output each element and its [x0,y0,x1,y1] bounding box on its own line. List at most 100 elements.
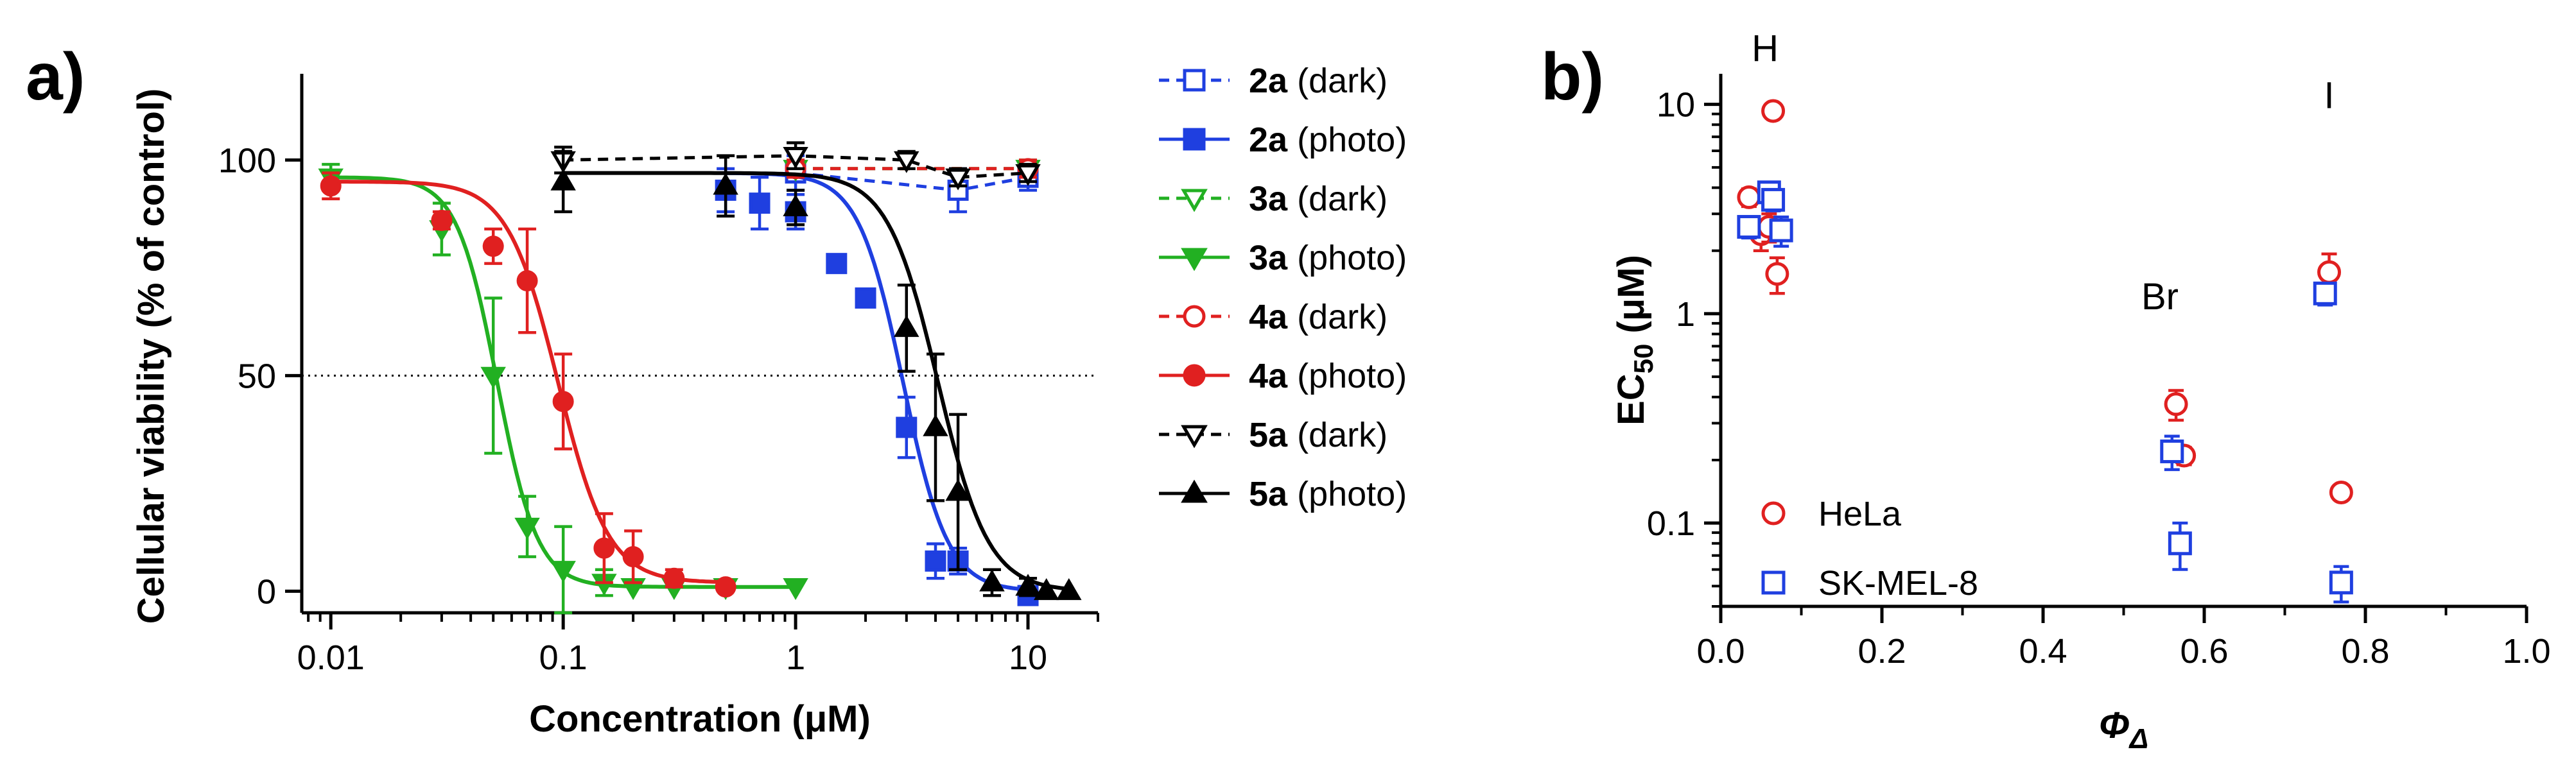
panel-a-legend-condition: (dark) [1287,62,1388,100]
panel-b-data-point [2329,570,2353,595]
panel-a-legend-condition: (dark) [1287,298,1388,336]
panel-a-legend-marker [1183,305,1206,328]
panel-a-data-point [550,168,576,191]
panel-a-legend-condition: (photo) [1287,475,1407,513]
panel-a-data-point [482,235,504,257]
panel-a-legend-compound: 2a [1249,121,1288,159]
panel-a-data-point [979,569,1005,592]
panel-b-data-point [1761,187,1786,212]
panel-a-data-point [622,546,644,568]
panel-b-data-point [1769,218,1793,243]
panel-a-data-point [1056,578,1082,601]
panel-a-x-tick-label: 0.1 [539,638,587,677]
panel-a-legend-compound: 5a [1249,416,1288,454]
panel-a-x-tick-label: 10 [1009,638,1047,677]
panel-a-series-4a-photo [320,171,736,598]
panel-b-plot-area: 0.0 0.2 0.4 0.6 0.8 1.0 0.1 1 10 H Br I [1647,28,2551,671]
panel-b-y-tick-label: 1 [1676,295,1695,334]
panel-a-series-5a-photo [550,150,1082,601]
panel-a-legend-label: 5a (photo) [1249,475,1407,513]
panel-a-fit-curve [563,171,1070,591]
panel-a-data-point [783,194,808,217]
panel-a-legend-condition: (photo) [1287,357,1407,395]
panel-b-legend-marker [1761,501,1786,526]
panel-b-x-tick-label: 0.4 [2019,632,2067,671]
panel-a-data-point [663,567,685,589]
panel-a: a) Cellular viability (% of control) Con… [26,40,1407,740]
panel-a-legend-entry: 3a (dark) [1159,180,1388,218]
panel-b-x-tick-label: 0.6 [2180,632,2228,671]
panel-b-data-point [1737,215,1761,239]
panel-a-data-point [894,315,919,338]
panel-a-data-point [1015,574,1041,596]
panel-b-x-axis-title: ΦΔ [2099,705,2148,755]
panel-a-legend-compound: 3a [1249,180,1288,218]
panel-b-data-point [1761,99,1786,123]
panel-a-legend-condition: (photo) [1287,239,1407,277]
panel-a-legend-compound: 3a [1249,239,1288,277]
panel-a-data-point [945,479,971,501]
panel-b-data-point [2168,531,2192,556]
panel-a-legend-label: 3a (photo) [1249,239,1407,277]
panel-a-data-point [431,209,453,231]
panel-b-legend-entry: HeLa [1761,495,1902,533]
panel-a-legend-entry: 5a (photo) [1159,475,1407,513]
panel-a-data-point [855,287,876,309]
panel-a-legend-condition: (photo) [1287,121,1407,159]
panel-b: b) EC50 (μM) ΦΔ 0.0 0.2 0.4 0.6 0.8 1.0 0.1 1 10… [1541,28,2551,755]
panel-b-series-hela [1737,99,2353,504]
panel-a-data-point [826,253,848,275]
panel-b-legend: HeLa SK-MEL-8 [1761,495,1978,603]
panel-a-legend-marker [1181,248,1208,271]
panel-b-data-point [1765,262,1789,286]
panel-a-legend-label: 2a (photo) [1249,121,1407,159]
panel-b-data-point [2329,480,2353,504]
panel-a-data-point [945,168,971,191]
panel-a-data-point [715,576,736,598]
panel-a-legend-marker [1183,364,1206,387]
panel-a-legend-entry: 4a (dark) [1159,298,1388,336]
panel-b-x-tick-label: 0.8 [2341,632,2389,671]
panel-b-x-axis-title-subscript: Δ [2128,723,2149,755]
panel-a-legend-entry: 5a (dark) [1159,416,1388,454]
panel-a-legend-compound: 4a [1249,357,1288,395]
panel-a-data-point [593,537,615,559]
panel-b-annotation: I [2324,74,2334,116]
panel-a-data-point [749,193,770,214]
panel-a-data-point [550,561,576,583]
panel-a-legend-marker [1183,69,1206,92]
panel-a-data-point [923,414,948,436]
panel-a-legend-entry: 3a (photo) [1159,239,1407,277]
panel-a-legend-compound: 2a [1249,62,1288,100]
panel-a-data-point [783,146,808,169]
panel-a-legend-entry: 4a (photo) [1159,357,1407,395]
panel-a-legend-condition: (dark) [1287,180,1388,218]
panel-a-data-point [552,391,574,413]
panel-a-data-point [894,151,919,173]
panel-a-data-point [1015,164,1041,186]
panel-b-x-tick-label: 1.0 [2502,632,2550,671]
panel-a-legend-compound: 4a [1249,298,1288,336]
panel-a-label: a) [26,40,85,114]
panel-a-data-point [713,173,738,195]
panel-b-x-tick-label: 0.2 [1858,632,1906,671]
panel-b-annotation: Br [2141,276,2179,318]
panel-a-legend-compound: 5a [1249,475,1288,513]
panel-b-data-point [1737,185,1761,209]
panel-b-legend-marker [1761,570,1786,595]
panel-a-y-tick-label: 50 [238,357,276,395]
panel-a-legend-entry: 2a (photo) [1159,121,1407,159]
panel-a-legend-label: 2a (dark) [1249,62,1388,100]
panel-a-legend-label: 3a (dark) [1249,180,1388,218]
panel-b-data-point [2160,439,2184,463]
panel-a-x-tick-label: 1 [786,638,805,677]
panel-b-legend-entry: SK-MEL-8 [1761,564,1978,603]
panel-a-legend-label: 4a (dark) [1249,298,1388,336]
panel-b-legend-label: SK-MEL-8 [1818,564,1978,603]
panel-b-y-axis-title: EC50 (μM) [1610,255,1658,425]
panel-a-y-tick-label: 0 [257,572,276,611]
panel-b-annotation: H [1752,28,1779,69]
panel-b-x-axis-title-main: Φ [2099,705,2130,746]
panel-b-y-axis-title-subscript: 50 [1628,344,1658,374]
